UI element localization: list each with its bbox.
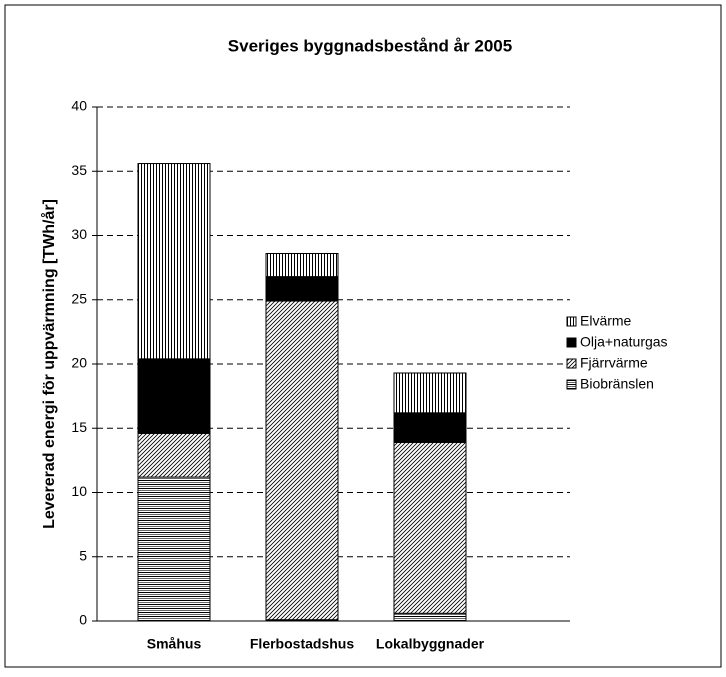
y-tick-label: 0	[79, 612, 87, 628]
bar-segment	[393, 612, 467, 622]
bar-segment	[265, 300, 339, 621]
bar-segment	[137, 476, 211, 622]
y-tick-label: 5	[79, 547, 87, 563]
legend-label: Olja+naturgas	[580, 334, 668, 350]
x-tick-label: Småhus	[147, 636, 202, 652]
y-tick-label: 40	[71, 98, 87, 114]
legend-label: Fjärrvärme	[580, 355, 648, 371]
chart-title: Sveriges byggnadsbestånd år 2005	[228, 36, 512, 55]
bar-segment	[393, 372, 467, 414]
bar-segment	[137, 432, 211, 478]
y-axis-label: Levererad energi för uppvärmning [TWh/år…	[40, 199, 58, 529]
x-tick-label: Lokalbyggnader	[376, 636, 485, 652]
y-tick-label: 10	[71, 483, 87, 499]
legend-swatch	[566, 337, 577, 348]
y-tick-label: 35	[71, 162, 87, 178]
legend-label: Biobränslen	[580, 376, 654, 392]
legend-swatch	[566, 358, 577, 369]
y-tick-label: 20	[71, 355, 87, 371]
legend-swatch	[566, 379, 577, 390]
legend-label: Elvärme	[580, 313, 632, 329]
y-tick-label: 30	[71, 226, 87, 242]
legend-swatch	[566, 316, 577, 327]
bar-segment	[393, 441, 467, 614]
x-tick-label: Flerbostadshus	[250, 636, 354, 652]
y-tick-label: 15	[71, 419, 87, 435]
y-tick-label: 25	[71, 290, 87, 306]
bar-segment	[265, 276, 339, 302]
bar-segment	[265, 252, 339, 278]
bar-segment	[393, 412, 467, 443]
bar-segment	[137, 358, 211, 434]
bar-segment	[137, 163, 211, 360]
